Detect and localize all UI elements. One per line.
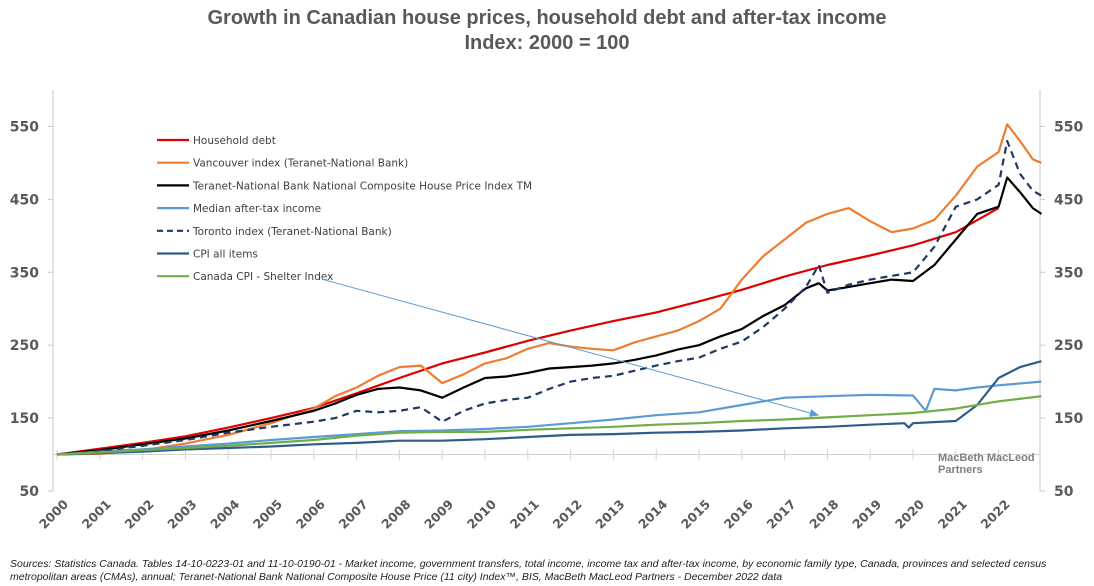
x-tick-label: 2012 <box>550 497 585 532</box>
watermark-line-2: Partners <box>938 464 983 476</box>
chart-title: Growth in Canadian house prices, househo… <box>0 6 1094 56</box>
x-tick-label: 2004 <box>207 496 242 531</box>
series-line-canada-cpi-shelter-index <box>56 395 1042 456</box>
y-tick-label-left: 350 <box>10 265 39 281</box>
series-lines <box>56 123 1043 456</box>
x-tick-label: 2021 <box>935 497 970 532</box>
x-tick-label: 2001 <box>79 497 114 532</box>
y-tick-label-right: 450 <box>1054 192 1083 208</box>
series-line-household-debt <box>56 207 1000 456</box>
chart-title-main: Growth in Canadian house prices, househo… <box>207 7 887 29</box>
y-tick-label-right: 350 <box>1054 265 1083 281</box>
legend: Household debt Vancouver index (Teranet-N… <box>157 135 532 283</box>
watermark: MacBeth MacLeod Partners <box>938 452 1035 476</box>
y-tick-label-right: 550 <box>1054 119 1083 135</box>
series-line-cpi-all-items <box>56 360 1042 456</box>
x-tick-label: 2022 <box>978 497 1013 532</box>
legend-label: Canada CPI - Shelter Index <box>193 271 333 283</box>
legend-label: Teranet-National Bank National Composite… <box>192 180 532 192</box>
series-line-vancouver-index-teranet-national-bank <box>56 123 1042 456</box>
x-tick-label: 2006 <box>293 496 328 531</box>
y-tick-label-left: 250 <box>10 338 39 354</box>
x-tick-label: 2013 <box>592 497 627 532</box>
series-line-teranet-national-bank-national-composite-house-price-index-tm <box>56 176 1043 456</box>
legend-label: Toronto index (Teranet-National Bank) <box>192 226 392 238</box>
x-tick-label: 2007 <box>336 497 371 532</box>
x-tick-label: 2003 <box>164 497 199 532</box>
x-tick-label: 2018 <box>806 497 841 532</box>
legend-label: Household debt <box>193 135 276 147</box>
chart-subtitle: Index: 2000 = 100 <box>464 32 630 54</box>
y-tick-label-left: 150 <box>10 411 39 427</box>
x-tick-label: 2002 <box>122 497 157 532</box>
y-tick-label-left: 50 <box>20 484 40 500</box>
x-tick-label: 2000 <box>36 496 71 531</box>
x-tick-label: 2020 <box>892 496 927 531</box>
series-line-median-after-tax-income <box>56 380 1042 456</box>
x-tick-label: 2010 <box>464 496 499 531</box>
x-tick-label: 2011 <box>507 497 542 532</box>
x-tick-label: 2017 <box>764 497 799 532</box>
x-tick-label: 2009 <box>421 497 456 532</box>
x-tick-label: 2016 <box>721 496 756 531</box>
y-tick-label-left: 450 <box>10 192 39 208</box>
legend-label: CPI all items <box>193 249 258 261</box>
annotations <box>321 278 819 417</box>
x-tick-label: 2019 <box>849 497 884 532</box>
y-tick-label-right: 50 <box>1054 484 1074 500</box>
legend-label: Vancouver index (Teranet-National Bank) <box>193 158 408 170</box>
x-tick-label: 2008 <box>378 497 413 532</box>
y-tick-label-left: 550 <box>10 119 39 135</box>
x-tick-label: 2015 <box>678 497 713 532</box>
y-tick-label-right: 250 <box>1054 338 1083 354</box>
annotation-arrow-line <box>321 278 819 416</box>
watermark-line-1: MacBeth MacLeod <box>938 452 1035 464</box>
source-note: Sources: Statistics Canada. Tables 14-10… <box>10 558 1047 583</box>
x-tick-label: 2005 <box>250 497 285 532</box>
legend-label: Median after-tax income <box>193 203 321 215</box>
x-tick-label: 2014 <box>635 496 670 531</box>
annotation-arrow-head <box>809 409 819 417</box>
y-tick-label-right: 150 <box>1054 411 1083 427</box>
